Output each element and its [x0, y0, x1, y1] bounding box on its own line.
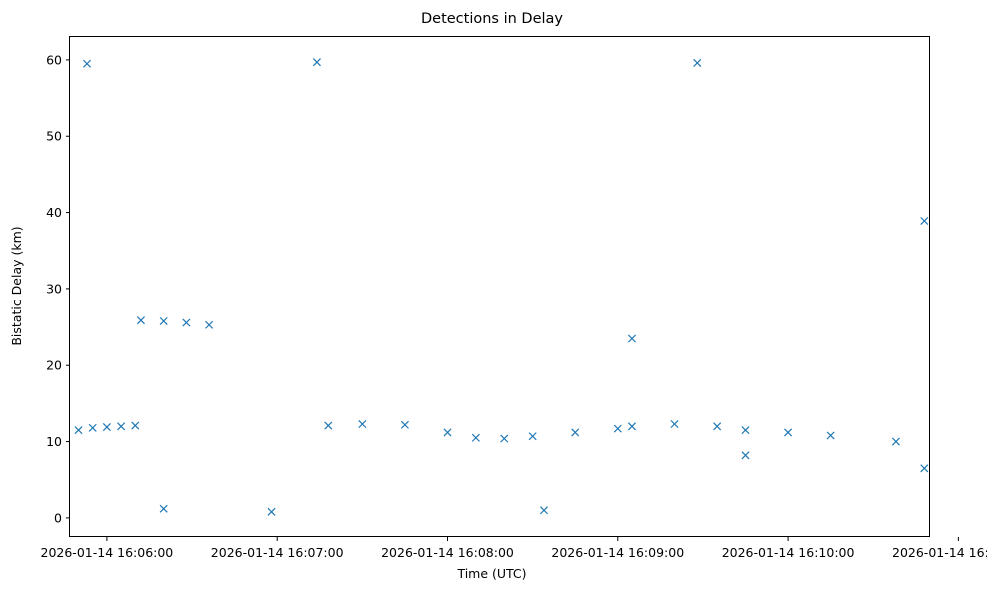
data-point	[117, 422, 126, 431]
data-point	[741, 451, 750, 460]
data-point	[627, 334, 637, 343]
data-point	[324, 421, 333, 430]
data-point	[267, 507, 276, 516]
x-axis: 2026-01-14 16:06:00 2026-01-14 16:07:00 20…	[41, 537, 987, 560]
data-point	[205, 320, 214, 329]
plot-area	[74, 58, 929, 516]
data-point	[500, 434, 509, 443]
data-point	[471, 433, 480, 442]
data-point	[627, 422, 637, 431]
data-point	[83, 59, 92, 68]
data-point	[920, 464, 929, 473]
y-tick-label: 40	[46, 205, 62, 220]
data-point	[159, 316, 168, 325]
data-point	[826, 431, 835, 440]
data-point	[102, 423, 111, 432]
data-point	[713, 422, 722, 431]
data-point	[528, 432, 537, 441]
x-tick-label: 2026-01-14 16:06:00	[41, 545, 174, 560]
y-axis-label: Bistatic Delay (km)	[9, 226, 24, 345]
data-point	[539, 506, 549, 515]
data-point	[784, 428, 793, 437]
y-tick-label: 50	[46, 129, 62, 144]
data-point	[920, 216, 929, 225]
y-tick-label: 10	[46, 434, 62, 449]
data-point	[670, 419, 679, 429]
y-tick-label: 30	[46, 281, 62, 296]
chart-title: Detections in Delay	[421, 11, 563, 27]
data-point	[741, 426, 750, 435]
data-point	[613, 424, 622, 433]
y-tick-label: 0	[54, 510, 62, 525]
y-tick-label: 60	[46, 52, 62, 67]
x-tick-label: 2026-01-14 16:08:00	[381, 545, 514, 560]
plot-frame	[69, 36, 930, 537]
data-point	[88, 423, 97, 432]
data-point	[182, 318, 191, 327]
data-point	[571, 428, 580, 437]
data-point	[891, 437, 900, 446]
x-tick-label: 2026-01-14 16:10:00	[722, 545, 855, 560]
data-point	[400, 420, 409, 429]
data-point	[443, 428, 452, 437]
data-point	[693, 58, 702, 67]
x-axis-label: Time (UTC)	[456, 566, 526, 581]
y-axis: 0 10 20 30 40 50 60	[46, 52, 70, 525]
y-tick-label: 20	[46, 358, 62, 373]
data-point	[136, 316, 145, 325]
data-point	[358, 419, 367, 429]
data-point	[74, 426, 83, 435]
x-tick-label: 2026-01-14 16:09:00	[551, 545, 684, 560]
x-tick-label: 2026-01-14 16:11:00	[892, 545, 987, 560]
data-point	[131, 421, 140, 430]
data-point	[159, 504, 168, 513]
data-point	[312, 58, 321, 67]
x-tick-label: 2026-01-14 16:07:00	[211, 545, 344, 560]
